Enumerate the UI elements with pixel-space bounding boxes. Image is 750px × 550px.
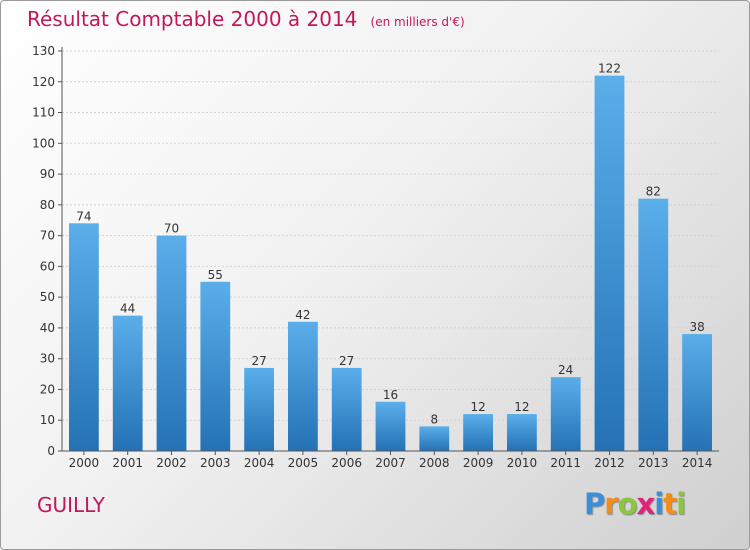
bar-value-label-2008: 8 <box>430 412 438 426</box>
logo-letter-0: P <box>584 487 605 521</box>
x-tick-label-2011: 2011 <box>550 456 581 470</box>
bar-2003 <box>200 281 231 451</box>
proxiti-logo[interactable]: Proxiti <box>584 487 686 521</box>
chart-title: Résultat Comptable 2000 à 2014 <box>27 7 358 31</box>
bar-value-label-2013: 82 <box>646 185 661 199</box>
x-tick-label-2002: 2002 <box>156 456 187 470</box>
bar-2012 <box>594 75 625 451</box>
title-row: Résultat Comptable 2000 à 2014 (en milli… <box>27 7 465 31</box>
y-tick-label-40: 40 <box>40 321 55 335</box>
x-tick-label-2005: 2005 <box>288 456 319 470</box>
bar-value-label-2002: 70 <box>164 222 179 236</box>
x-tick-label-2003: 2003 <box>200 456 231 470</box>
bar-2010 <box>507 414 537 451</box>
bar-value-label-2005: 42 <box>295 308 310 322</box>
bar-2009 <box>463 414 493 451</box>
bar-value-label-2000: 74 <box>76 209 91 223</box>
logo-letter-3: x <box>636 487 656 521</box>
bar-value-label-2001: 44 <box>120 302 135 316</box>
x-tick-label-2012: 2012 <box>594 456 625 470</box>
x-tick-label-2014: 2014 <box>682 456 713 470</box>
bar-2013 <box>638 198 669 451</box>
y-tick-label-90: 90 <box>40 167 55 181</box>
bar-value-label-2014: 38 <box>689 320 704 334</box>
x-tick-label-2009: 2009 <box>463 456 494 470</box>
chart-unit-label: (en milliers d'€) <box>370 15 465 29</box>
bar-value-label-2003: 55 <box>208 268 223 282</box>
bar-2005 <box>288 321 318 451</box>
y-tick-label-10: 10 <box>40 413 55 427</box>
bar-2011 <box>550 377 581 451</box>
logo-letter-1: r <box>604 487 618 521</box>
x-tick-label-2007: 2007 <box>375 456 406 470</box>
y-tick-label-20: 20 <box>40 382 55 396</box>
bar-2006 <box>331 367 362 451</box>
x-tick-label-2008: 2008 <box>419 456 450 470</box>
commune-name: GUILLY <box>37 493 105 517</box>
bar-value-label-2006: 27 <box>339 354 354 368</box>
logo-letter-6: i <box>676 487 686 521</box>
bars <box>69 75 712 451</box>
y-tick-label-60: 60 <box>40 259 55 273</box>
bar-value-label-2012: 122 <box>598 62 621 76</box>
x-tick-label-2000: 2000 <box>69 456 100 470</box>
x-tick-label-2006: 2006 <box>331 456 362 470</box>
logo-letter-4: i <box>654 487 664 521</box>
bar-2002 <box>156 235 187 451</box>
bar-2007 <box>375 401 406 451</box>
x-tick-label-2013: 2013 <box>638 456 669 470</box>
bar-value-label-2010: 12 <box>514 400 529 414</box>
bar-2000 <box>69 223 99 451</box>
y-tick-label-0: 0 <box>47 444 55 458</box>
y-tick-label-110: 110 <box>32 106 55 120</box>
y-tick-label-30: 30 <box>40 352 55 366</box>
y-tick-label-120: 120 <box>32 75 55 89</box>
y-tick-label-100: 100 <box>32 136 55 150</box>
x-tick-label-2010: 2010 <box>507 456 538 470</box>
y-tick-label-80: 80 <box>40 198 55 212</box>
bar-value-label-2011: 24 <box>558 363 573 377</box>
y-tick-label-70: 70 <box>40 229 55 243</box>
y-tick-label-130: 130 <box>32 44 55 58</box>
bar-2004 <box>244 367 274 451</box>
bar-2014 <box>682 334 712 451</box>
bar-value-label-2004: 27 <box>251 354 266 368</box>
bar-2001 <box>112 315 143 451</box>
labels: 0 10 20 30 40 50 60 70 80 90 100 110 120 130 74 2000 44 2… <box>32 44 712 470</box>
logo-letter-5: t <box>663 487 677 521</box>
x-tick-label-2004: 2004 <box>244 456 275 470</box>
bar-2008 <box>419 426 450 451</box>
y-tick-label-50: 50 <box>40 290 55 304</box>
bar-value-label-2007: 16 <box>383 388 398 402</box>
bar-value-label-2009: 12 <box>470 400 485 414</box>
x-tick-label-2001: 2001 <box>112 456 143 470</box>
logo-letter-2: o <box>617 487 638 521</box>
axes <box>58 47 719 455</box>
